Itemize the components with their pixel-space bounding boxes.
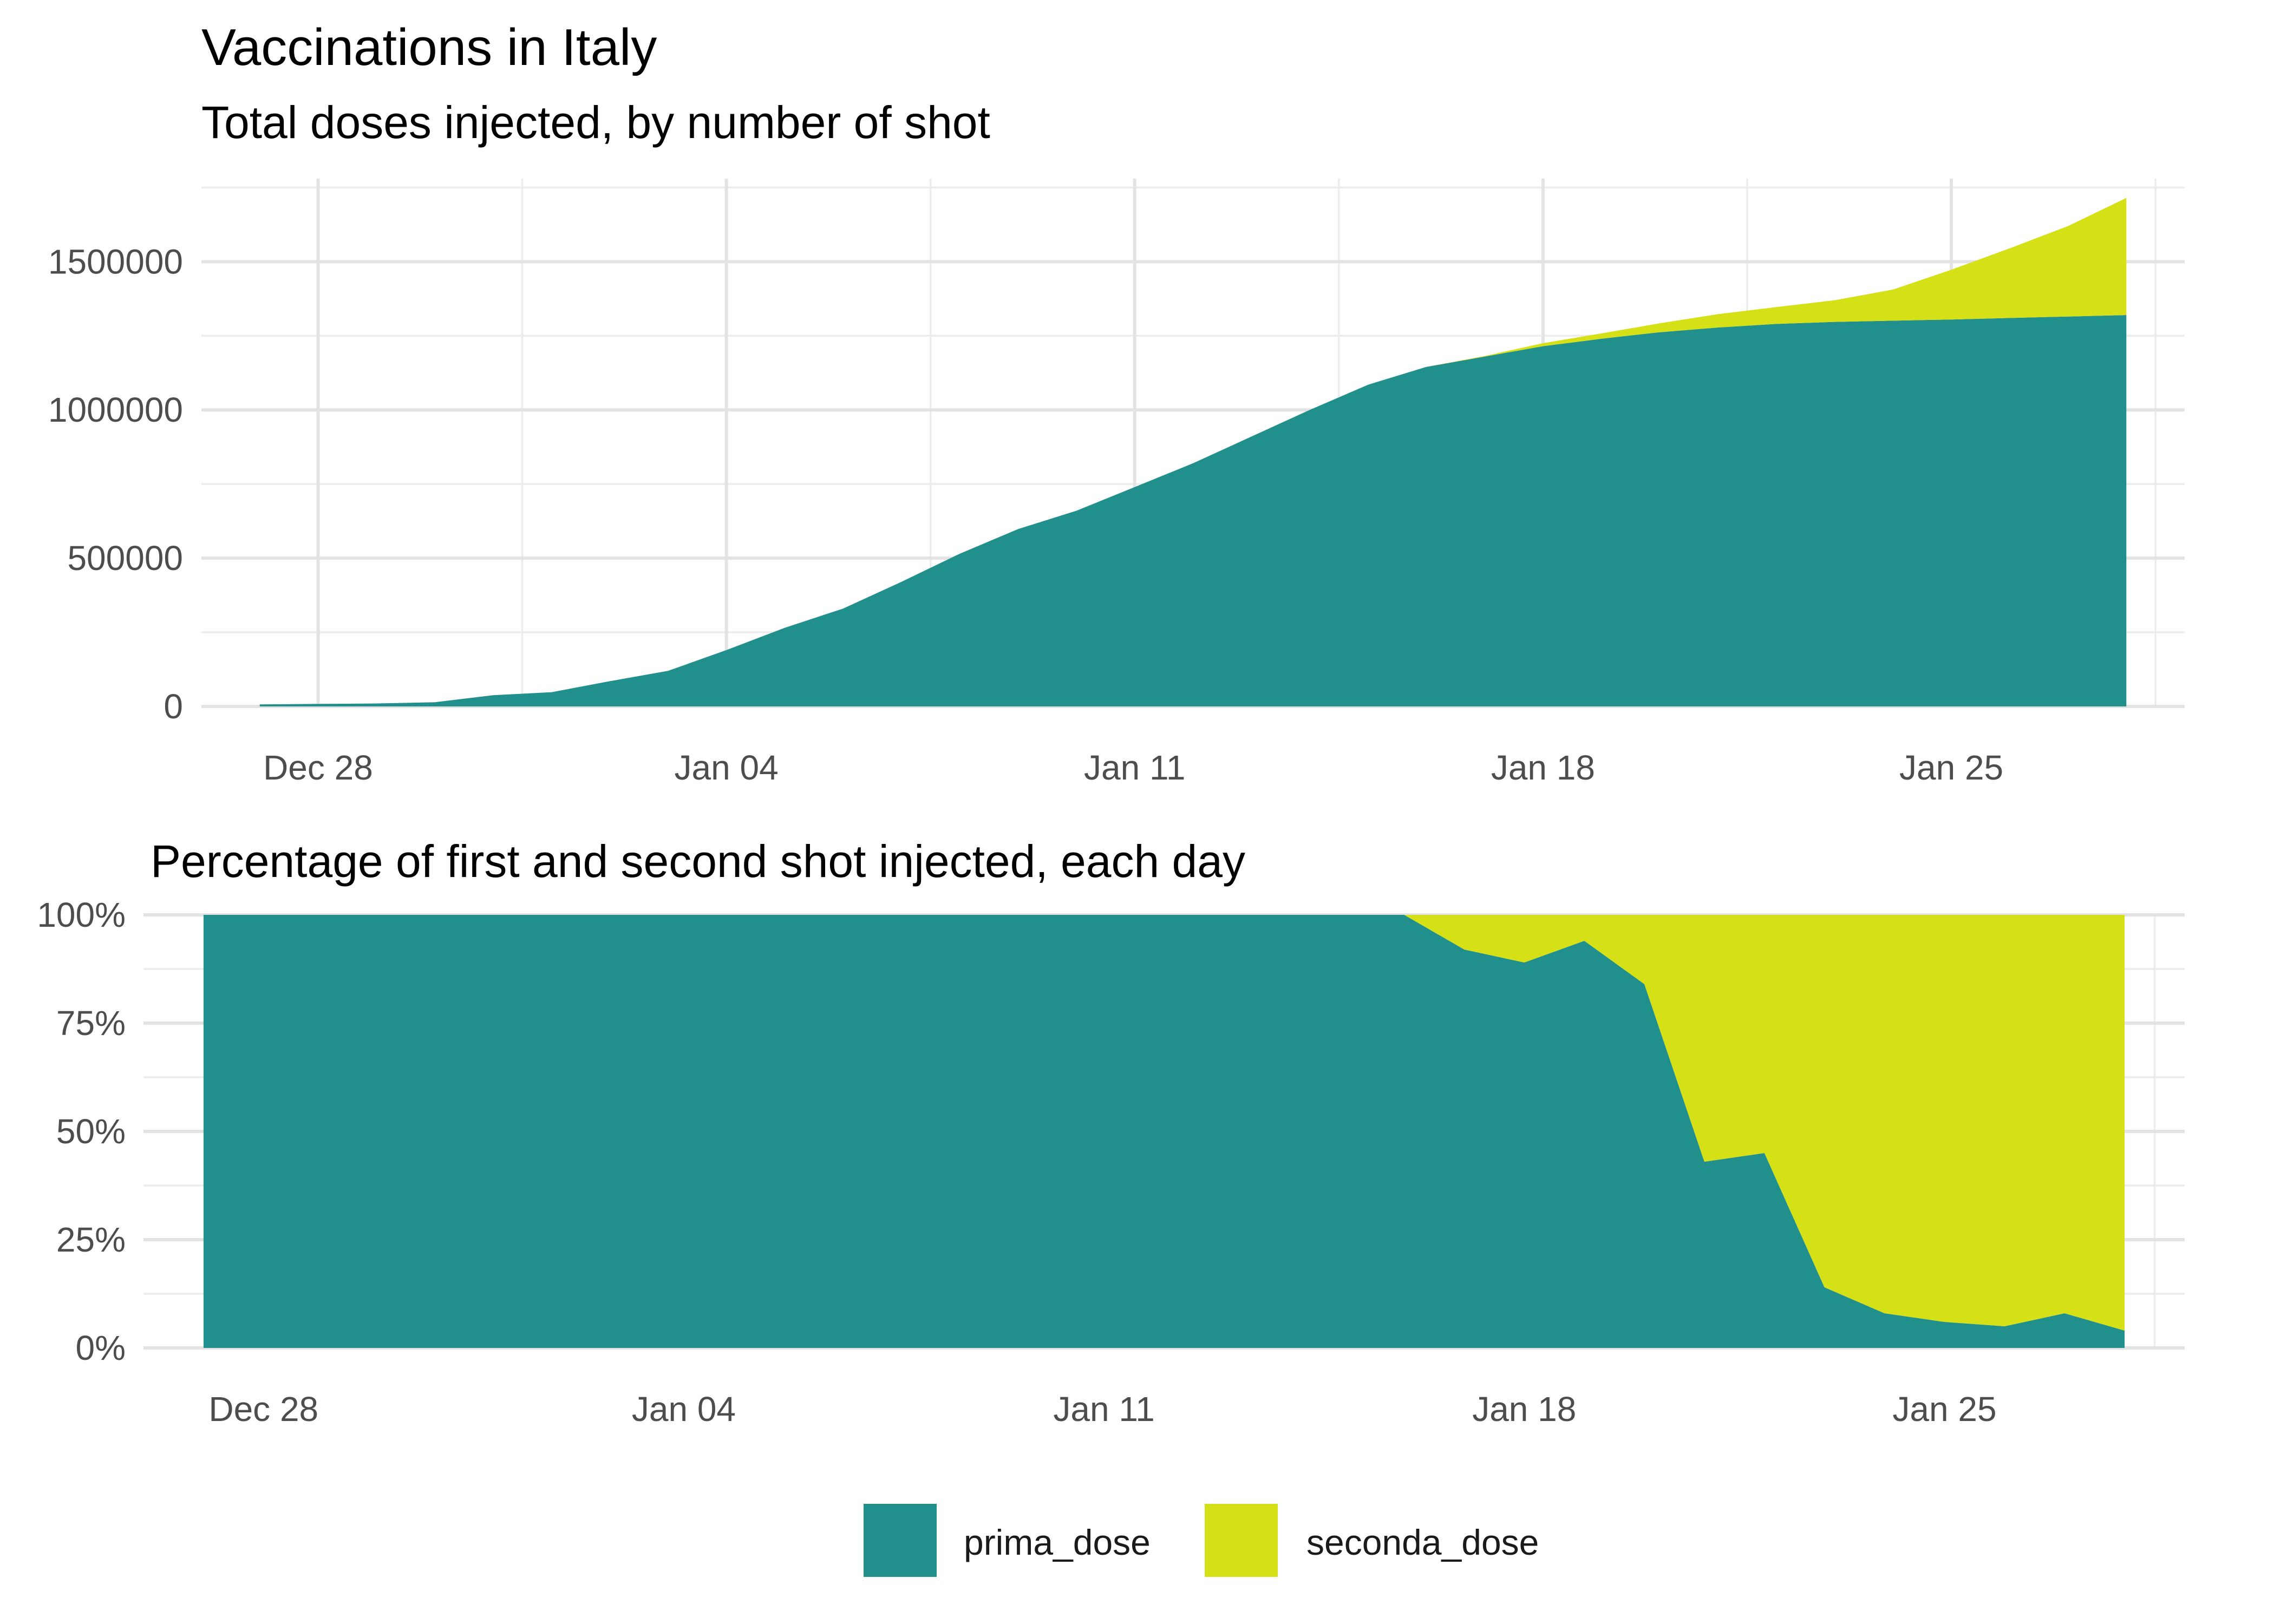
bottom-chart-percentage: 0% 25% 50% 75% 100% Dec 28 Jan 04 Jan 11 Jan 18 J… (37, 895, 2185, 1429)
bottom-chart-x-tick-label: Dec 28 (208, 1390, 318, 1429)
top-chart-doses: 0 500000 1000000 1500000 Dec 28 Jan 04 Jan 11 J… (48, 179, 2185, 787)
top-chart-x-tick-label: Dec 28 (263, 748, 373, 787)
legend-label-prima-dose: prima_dose (964, 1522, 1151, 1562)
bottom-chart-area-seconda-dose (203, 915, 2125, 1331)
top-chart-area-seconda-dose (259, 198, 2127, 705)
bottom-chart-area-prima-dose (203, 915, 2125, 1348)
legend-label-seconda-dose: seconda_dose (1306, 1522, 1539, 1562)
legend: prima_dose seconda_dose (864, 1504, 1539, 1577)
top-chart-y-tick-label: 1000000 (48, 390, 183, 429)
bottom-chart-x-tick-label: Jan 25 (1892, 1390, 1996, 1429)
figure-title: Vaccinations in Italy (201, 18, 657, 76)
top-chart-subtitle: Total doses injected, by number of shot (201, 97, 990, 148)
bottom-chart-y-tick-label: 75% (56, 1004, 126, 1043)
top-chart-x-tick-label: Jan 25 (1899, 748, 2003, 787)
top-chart-x-tick-label: Jan 11 (1084, 748, 1185, 787)
bottom-chart-subtitle: Percentage of first and second shot inje… (151, 836, 1245, 887)
bottom-chart-x-tick-label: Jan 18 (1472, 1390, 1576, 1429)
legend-key-prima-dose (864, 1504, 937, 1577)
bottom-chart-x-tick-label: Jan 04 (632, 1390, 736, 1429)
legend-key-seconda-dose (1205, 1504, 1278, 1577)
bottom-chart-x-tick-label: Jan 11 (1053, 1390, 1154, 1429)
top-chart-y-tick-label: 500000 (67, 539, 183, 578)
top-chart-x-tick-label: Jan 18 (1491, 748, 1595, 787)
top-chart-x-tick-label: Jan 04 (675, 748, 779, 787)
top-chart-area-prima-dose (259, 315, 2127, 706)
bottom-chart-y-tick-label: 25% (56, 1220, 126, 1259)
bottom-chart-y-tick-label: 50% (56, 1112, 126, 1151)
bottom-chart-y-tick-label: 100% (37, 895, 126, 934)
bottom-chart-y-tick-label: 0% (76, 1328, 126, 1367)
top-chart-y-tick-label: 1500000 (48, 242, 183, 281)
top-chart-y-tick-label: 0 (164, 687, 183, 726)
